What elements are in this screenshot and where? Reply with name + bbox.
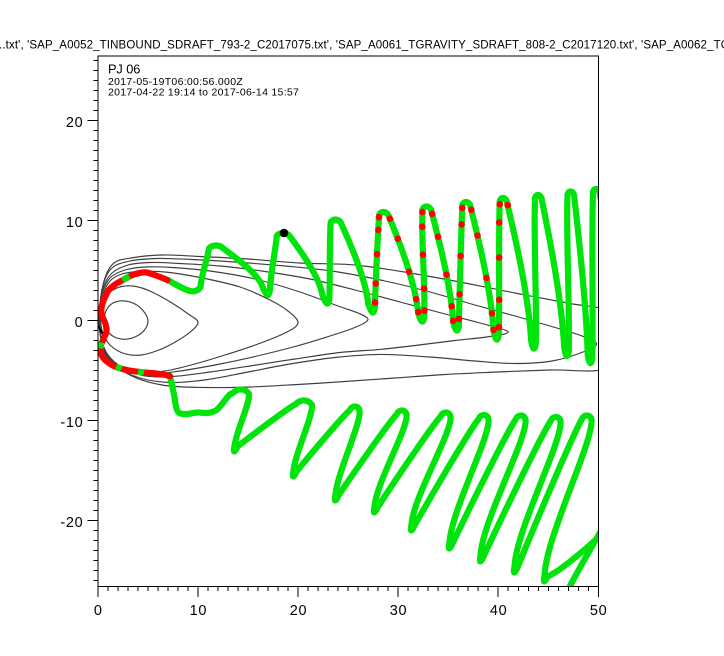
svg-text:..txt', 'SAP_A0052_TINBOUND_SD: ..txt', 'SAP_A0052_TINBOUND_SDRAFT_793-2… [0,39,724,51]
svg-text:0: 0 [94,603,103,619]
svg-text:20: 20 [290,603,308,619]
svg-text:PJ 06: PJ 06 [108,61,140,76]
svg-text:-10: -10 [60,415,83,431]
svg-text:2017-04-22 19:14 to 2017-06-14: 2017-04-22 19:14 to 2017-06-14 15:57 [108,87,299,99]
svg-text:20: 20 [66,115,84,131]
svg-text:-20: -20 [60,515,83,531]
svg-text:50: 50 [590,603,608,619]
svg-text:10: 10 [190,603,208,619]
svg-text:30: 30 [390,603,408,619]
svg-text:40: 40 [490,603,508,619]
svg-text:10: 10 [66,215,84,231]
svg-text:0: 0 [75,315,84,331]
svg-text:2017-05-19T06:00:56.000Z: 2017-05-19T06:00:56.000Z [108,76,243,88]
